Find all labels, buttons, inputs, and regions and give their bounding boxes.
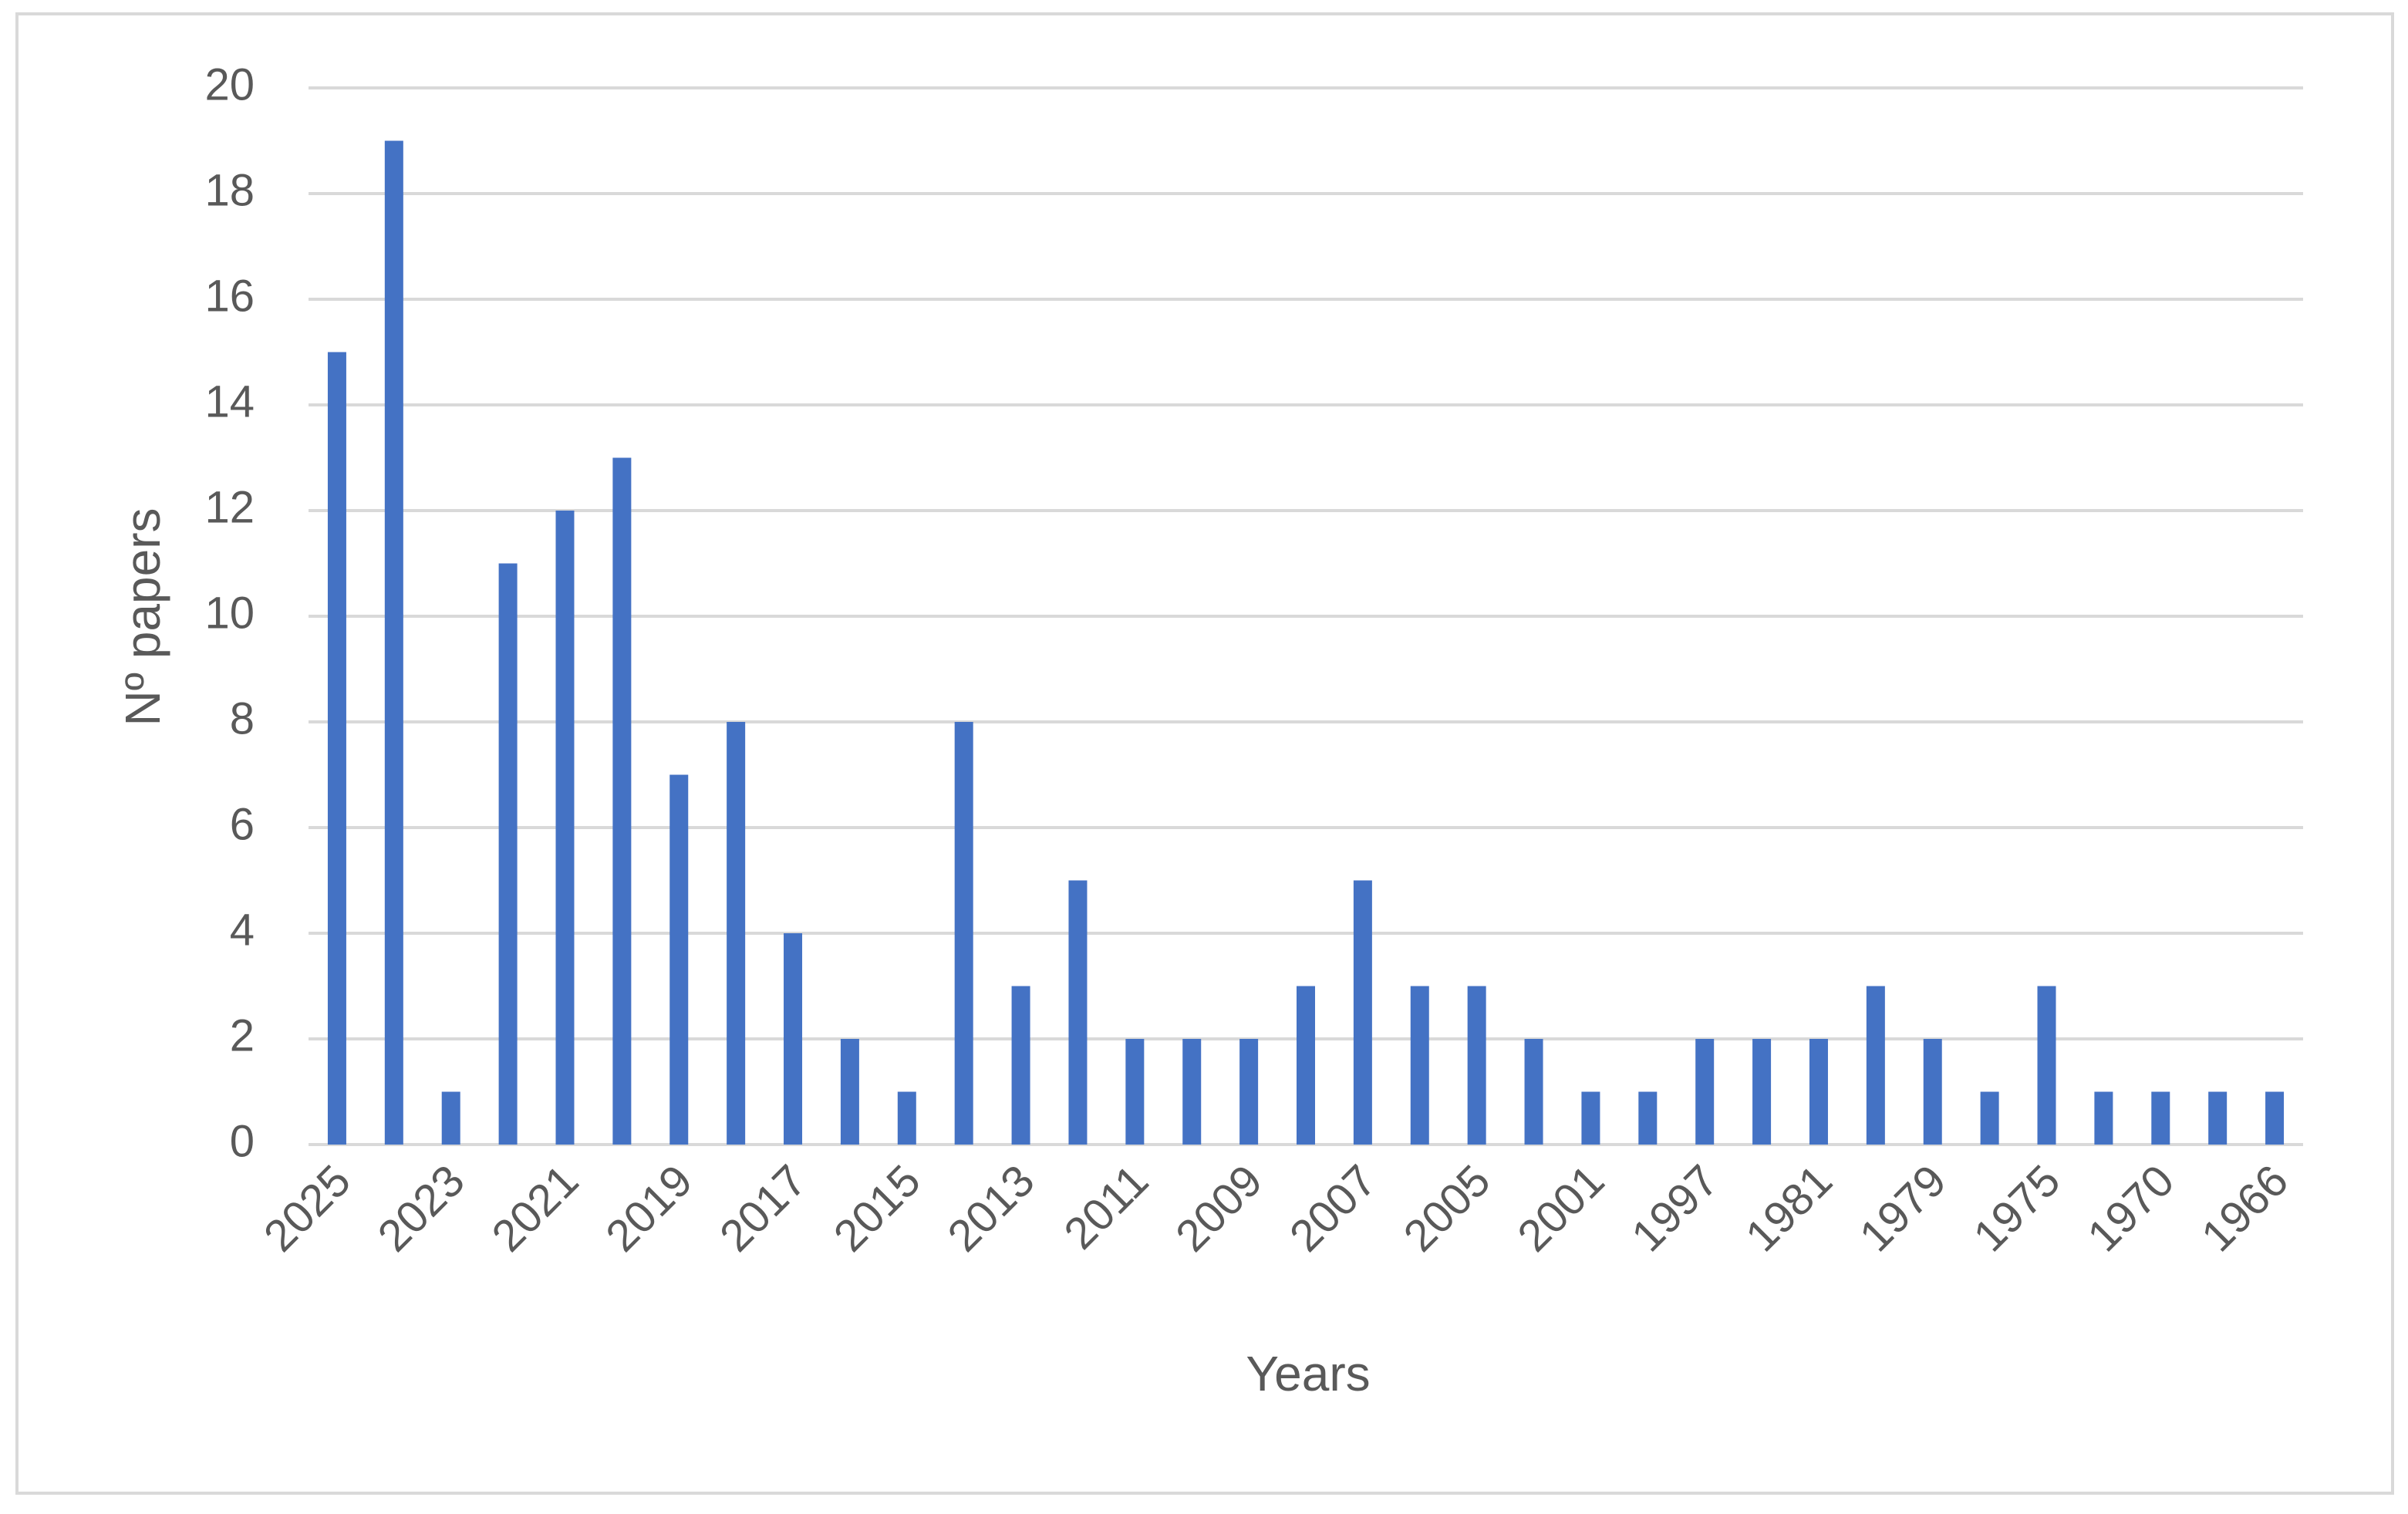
y-tick-label: 4 xyxy=(230,905,255,955)
y-axis-title: Nº papers xyxy=(115,507,170,726)
bar xyxy=(612,457,632,1145)
bar xyxy=(1638,1091,1658,1145)
bar xyxy=(555,511,575,1145)
chart-border xyxy=(15,12,2394,1495)
y-tick-label: 18 xyxy=(204,165,255,215)
bar xyxy=(1980,1091,1999,1145)
y-tick-label: 20 xyxy=(204,59,255,110)
bar xyxy=(1410,986,1429,1145)
bar xyxy=(2151,1091,2170,1145)
y-tick-label: 6 xyxy=(230,799,255,849)
bar xyxy=(1239,1039,1259,1145)
bar xyxy=(840,1039,859,1145)
y-tick-label: 10 xyxy=(204,588,255,638)
bar xyxy=(1581,1091,1600,1145)
bar xyxy=(1923,1039,1942,1145)
bar xyxy=(784,933,803,1145)
bar xyxy=(2265,1091,2285,1145)
bar xyxy=(498,563,518,1145)
bar xyxy=(441,1091,460,1145)
bar xyxy=(1353,880,1372,1145)
bar xyxy=(1524,1039,1543,1145)
bar xyxy=(669,774,689,1145)
bar xyxy=(1297,986,1315,1145)
bar xyxy=(1752,1039,1772,1145)
bar xyxy=(727,722,746,1145)
x-axis-title: Years xyxy=(1246,1346,1370,1401)
y-tick-label: 12 xyxy=(204,482,255,532)
bar xyxy=(1695,1039,1715,1145)
bar xyxy=(1866,986,1885,1145)
bar xyxy=(1011,986,1030,1145)
bar xyxy=(2037,986,2056,1145)
bar xyxy=(897,1091,916,1145)
y-tick-label: 2 xyxy=(230,1010,255,1060)
y-tick-label: 16 xyxy=(204,271,255,321)
bar xyxy=(2094,1091,2113,1145)
bar xyxy=(1809,1039,1828,1145)
y-tick-label: 0 xyxy=(230,1116,255,1166)
y-tick-label: 8 xyxy=(230,693,255,744)
bar xyxy=(1125,1039,1145,1145)
bar xyxy=(954,722,973,1145)
bar xyxy=(327,352,346,1145)
y-tick-label: 14 xyxy=(204,376,255,427)
bar xyxy=(1182,1039,1202,1145)
bar xyxy=(384,140,403,1145)
bar xyxy=(2208,1091,2228,1145)
bar xyxy=(1467,986,1486,1145)
bar xyxy=(1068,880,1088,1145)
